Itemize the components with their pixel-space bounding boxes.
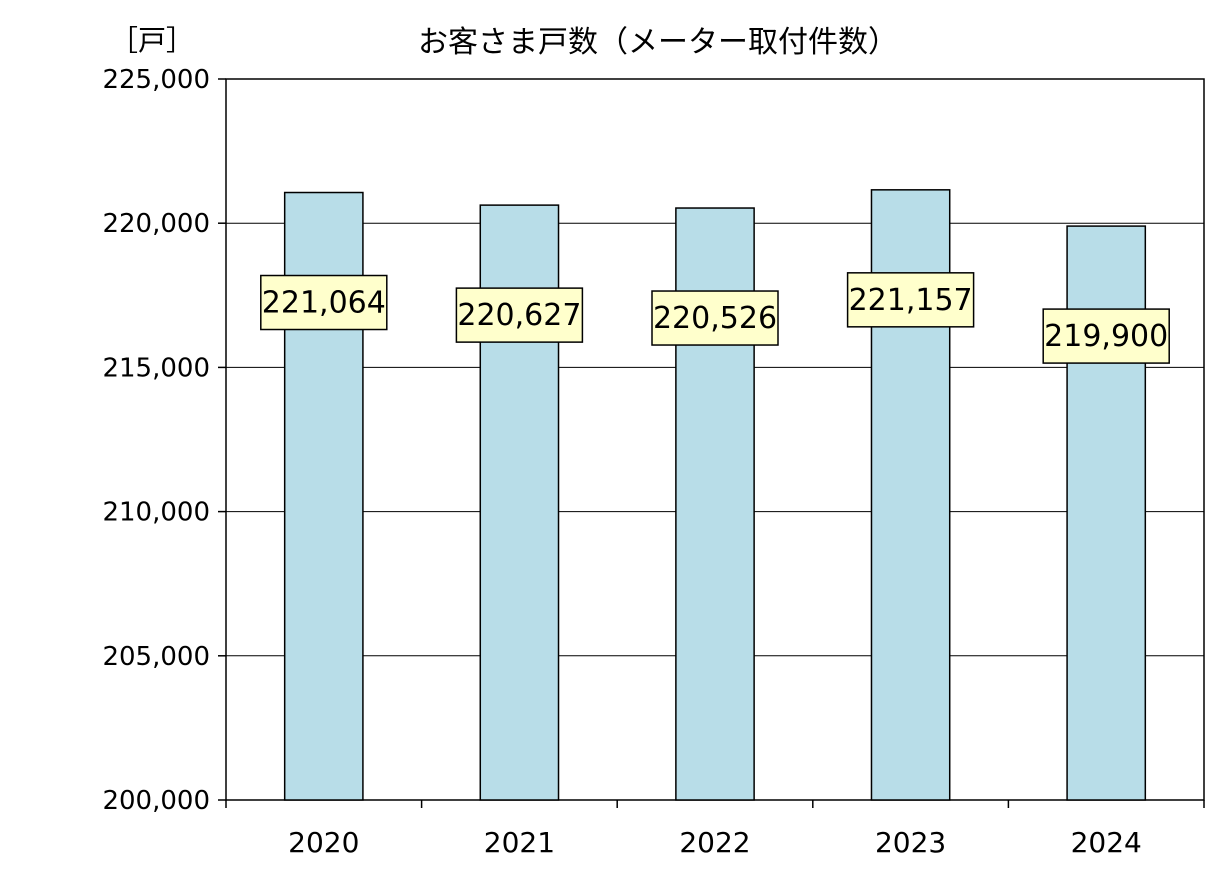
y-tick-label: 210,000	[102, 498, 210, 528]
x-category-label: 2021	[484, 826, 555, 859]
y-tick-label: 220,000	[102, 209, 210, 239]
x-category-label: 2024	[1071, 826, 1142, 859]
y-tick-label: 225,000	[102, 65, 210, 95]
y-axis-tick-labels: 200,000 205,000 210,000 215,000 220,000 225,0…	[102, 65, 210, 816]
data-label-box	[651, 290, 779, 346]
data-label: 220,627	[457, 298, 581, 333]
chart-title: お客さま戸数（メーター取付件数）	[418, 25, 898, 60]
x-category-label: 2023	[875, 826, 946, 859]
data-label-box	[1042, 308, 1170, 364]
y-tick-label: 200,000	[102, 786, 210, 816]
x-axis-tick-marks	[225, 800, 1205, 808]
data-label: 220,526	[653, 301, 777, 336]
y-axis-unit-label: ［戸］	[110, 24, 194, 57]
y-tick-label: 205,000	[102, 642, 210, 672]
data-label: 221,064	[262, 286, 386, 321]
data-label-box	[455, 287, 584, 343]
data-label: 221,157	[849, 283, 973, 318]
data-label-box	[846, 272, 975, 328]
data-labels: 221,064 220,627 220,526 221,157 219,900	[260, 272, 1170, 364]
data-label: 219,900	[1044, 319, 1168, 354]
x-category-label: 2022	[679, 826, 750, 859]
x-axis-category-labels: 2020 2021 2022 2023 2024	[288, 826, 1142, 859]
data-label-box	[260, 274, 388, 331]
y-tick-label: 215,000	[102, 353, 210, 383]
x-category-label: 2020	[288, 826, 359, 859]
